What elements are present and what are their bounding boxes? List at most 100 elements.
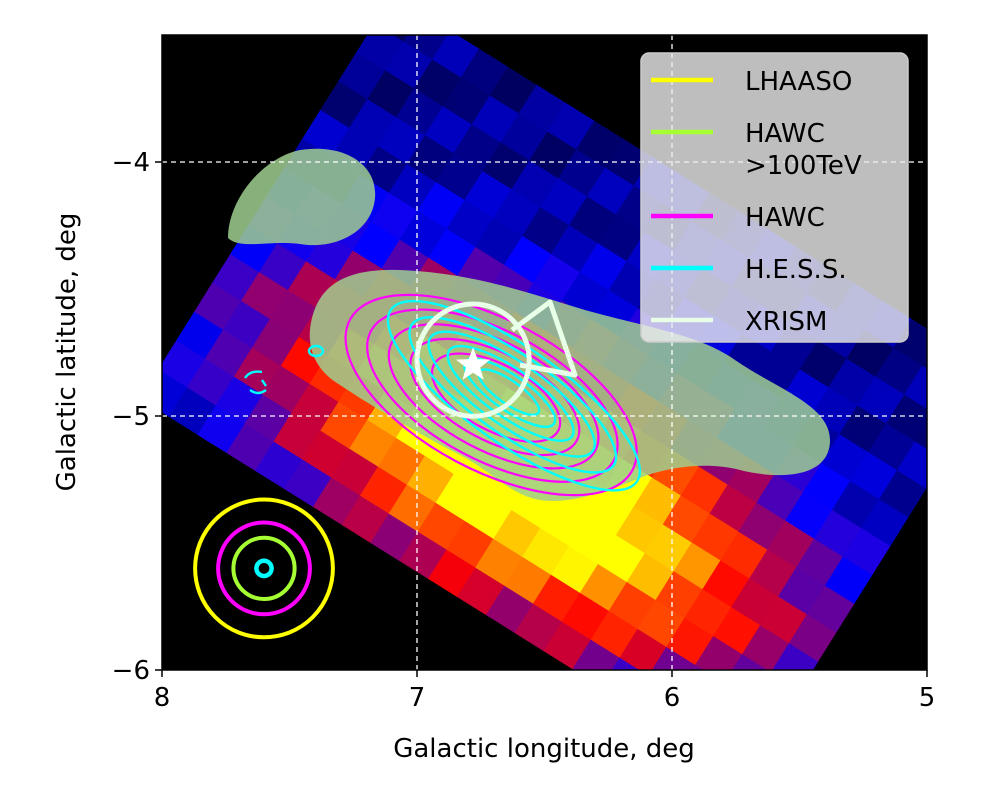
heatmap-pixel <box>446 199 494 248</box>
heatmap-pixel <box>424 106 473 154</box>
heatmap-pixel <box>226 423 275 472</box>
heatmap-pixel <box>842 527 891 576</box>
heatmap-pixel <box>738 502 786 551</box>
heatmap-pixel <box>162 340 206 389</box>
heatmap-pixel <box>838 405 887 454</box>
heatmap-pixel <box>162 369 188 418</box>
ticks: 8 7 6 5 −6 −5 −4 <box>112 148 936 713</box>
heatmap-pixel <box>319 81 368 129</box>
heatmap-pixel <box>712 607 761 655</box>
heatmap-pixel <box>348 419 397 468</box>
heatmap-pixel <box>204 329 253 378</box>
heatmap-pixel <box>633 477 682 526</box>
heatmap-pixel <box>186 358 235 407</box>
heatmap-pixel <box>885 394 927 443</box>
heatmap-pixel <box>820 434 869 482</box>
heatmap-pixel <box>377 437 426 486</box>
heatmap-pixel <box>273 412 321 461</box>
heatmap-pixel <box>748 549 797 598</box>
heatmap-pixel <box>784 491 833 540</box>
heatmap-pixel <box>806 585 855 634</box>
heatmap-pixel <box>168 387 217 436</box>
legend-label: HAWC >100TeV <box>745 119 862 181</box>
heatmap-pixel <box>474 538 523 587</box>
heatmap-pixel <box>417 181 465 230</box>
heatmap-pixel <box>337 52 386 100</box>
heatmap-pixel <box>568 196 617 245</box>
heatmap-pixel <box>413 59 462 108</box>
heatmap-pixel <box>503 556 552 605</box>
heatmap-pixel <box>197 405 246 454</box>
heatmap-pixel <box>399 210 447 259</box>
x-tick-label: 6 <box>664 683 681 713</box>
heatmap-pixel <box>691 513 739 562</box>
heatmap-pixel <box>435 153 484 201</box>
heatmap-pixel <box>446 520 494 569</box>
heatmap-pixel <box>662 495 711 544</box>
heatmap-pixel <box>921 336 927 385</box>
legend-label-line: LHAASO <box>745 67 852 97</box>
heatmap-pixel <box>568 517 617 565</box>
hawc-contour <box>430 352 562 443</box>
heatmap-pixel <box>395 88 444 136</box>
heatmap-pixel <box>370 513 419 562</box>
x-tick-label: 5 <box>919 683 936 713</box>
heatmap-pixel <box>608 581 657 630</box>
heatmap-pixel <box>255 441 303 490</box>
heatmap-pixel <box>795 538 844 587</box>
heatmap-pixel <box>799 340 848 389</box>
heatmap-pixel <box>388 484 437 533</box>
y-axis-label: Galactic latitude, deg <box>52 213 82 492</box>
heatmap-pixel <box>175 311 224 360</box>
heatmap-pixel <box>802 463 851 511</box>
pulsar-star-icon <box>456 347 491 380</box>
heatmap-pixel <box>521 207 570 255</box>
heatmap-pixel <box>730 578 779 627</box>
heatmap-pixel <box>666 618 714 666</box>
heatmap-pixel <box>348 99 397 147</box>
heatmap-pixel <box>283 459 332 508</box>
heatmap-pixel <box>777 567 826 616</box>
heatmap-pixel <box>493 509 541 558</box>
heatmap-pixel <box>474 217 523 266</box>
heatmap-pixel <box>615 506 664 554</box>
heatmap-pixel <box>590 610 639 659</box>
heatmap-pixel <box>547 102 595 151</box>
heatmap-pixel <box>370 192 419 241</box>
heatmap-pixel <box>550 225 599 273</box>
heatmap-pixel <box>741 625 790 670</box>
heatmap-pixel <box>485 585 534 634</box>
heatmap-pixel <box>770 643 819 670</box>
markers <box>193 347 491 640</box>
heatmap-pixel <box>511 160 559 209</box>
heatmap-pixel <box>813 509 862 558</box>
heatmap-pixel <box>211 254 260 302</box>
heatmap-pixel <box>489 66 538 115</box>
heatmap-pixel <box>262 365 311 414</box>
y-tick-label: −6 <box>112 656 150 686</box>
hess-contour <box>307 344 325 358</box>
heatmap-pixel <box>766 520 815 569</box>
heatmap-pixel <box>597 535 646 583</box>
heatmap-pixel <box>442 77 491 126</box>
heatmap-pixel <box>388 163 437 212</box>
heatmap-pixel <box>521 527 570 576</box>
heatmap-pixel <box>456 567 505 616</box>
heatmap-pixel <box>676 664 725 670</box>
heatmap-pixel <box>482 142 530 190</box>
heatmap-pixel <box>644 524 693 573</box>
heatmap-pixel <box>951 355 997 403</box>
hess-contour <box>386 299 642 492</box>
heatmap-pixel <box>330 448 379 497</box>
heatmap-pixel <box>572 639 621 670</box>
heatmap-pixel <box>532 574 581 623</box>
heatmap-pixel <box>222 300 271 349</box>
heatmap-pixel <box>673 542 721 591</box>
heatmap-pixel <box>529 131 577 180</box>
heatmap-pixel <box>759 596 808 645</box>
heatmap-pixel <box>464 171 512 219</box>
heatmap-pixel <box>756 473 804 522</box>
heatmap-pixel <box>291 383 339 432</box>
heatmap-pixel <box>849 452 898 500</box>
heatmap-pixel <box>258 243 307 291</box>
